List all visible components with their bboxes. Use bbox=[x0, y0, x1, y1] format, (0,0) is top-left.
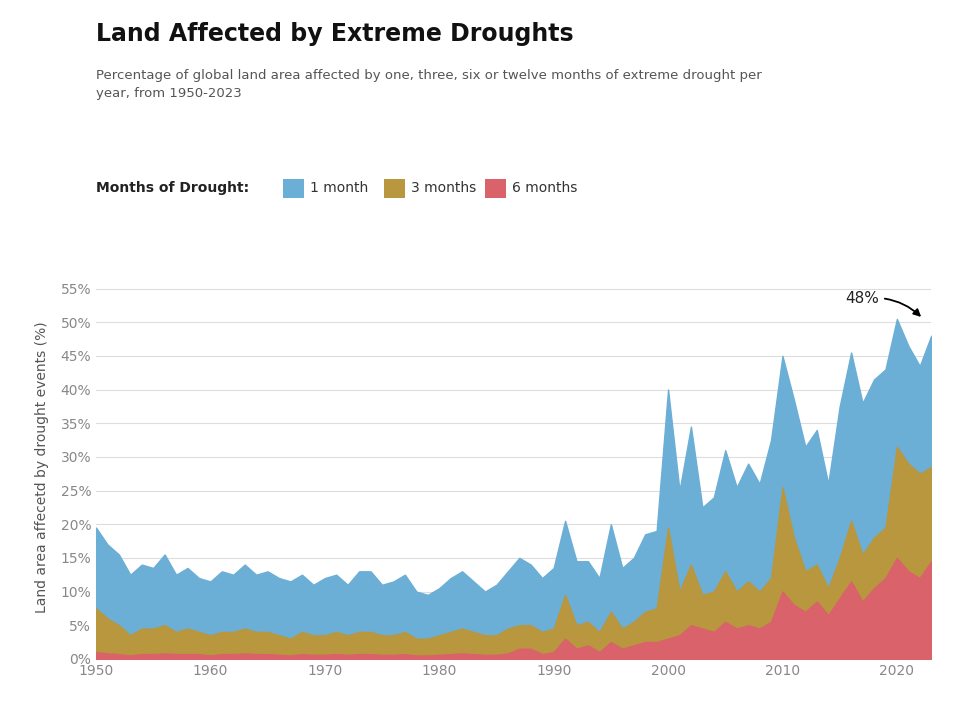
Text: Percentage of global land area affected by one, three, six or twelve months of e: Percentage of global land area affected … bbox=[96, 69, 761, 100]
Text: 3 months: 3 months bbox=[411, 181, 476, 195]
Text: Land Affected by Extreme Droughts: Land Affected by Extreme Droughts bbox=[96, 22, 574, 46]
Y-axis label: Land area affecetd by drought events (%): Land area affecetd by drought events (%) bbox=[36, 321, 49, 613]
Text: 6 months: 6 months bbox=[512, 181, 577, 195]
Text: 48%: 48% bbox=[846, 291, 920, 316]
Text: 1 month: 1 month bbox=[310, 181, 369, 195]
Text: Months of Drought:: Months of Drought: bbox=[96, 181, 250, 195]
